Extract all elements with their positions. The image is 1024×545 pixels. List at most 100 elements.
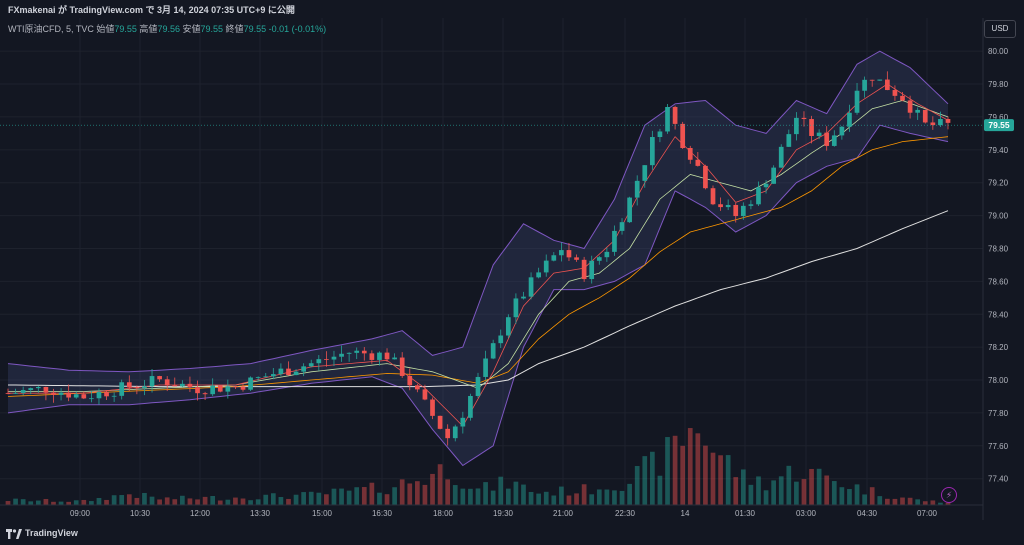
candle-body — [346, 352, 352, 354]
volume-bar — [324, 494, 329, 505]
candle-body — [718, 204, 723, 208]
volume-bar — [847, 489, 852, 505]
candle-body — [13, 392, 18, 394]
volume-bar — [831, 481, 837, 505]
bollinger-lower-line — [7, 124, 949, 467]
volume-bar — [331, 488, 337, 505]
volume-bar — [51, 501, 56, 505]
volume-bar — [740, 469, 746, 505]
volume-bar — [460, 488, 466, 505]
candle-body — [703, 165, 708, 189]
candle-body — [5, 393, 11, 394]
volume-bar — [657, 475, 663, 505]
candle-body — [308, 363, 314, 367]
volume-bar — [498, 476, 504, 505]
volume-bar — [528, 491, 534, 505]
volume-bar — [900, 497, 905, 505]
volume-bar — [642, 456, 648, 505]
lightning-icon[interactable]: ⚡ — [941, 487, 957, 503]
candle-body — [566, 250, 572, 258]
volume-bar — [339, 488, 344, 505]
volume-bar — [452, 485, 458, 505]
candle-body — [801, 117, 807, 120]
y-tick-label: 79.60 — [988, 113, 1009, 122]
candle-body — [111, 395, 117, 397]
tradingview-logo: TradingView — [6, 528, 78, 539]
volume-bar — [89, 501, 94, 505]
candle-body — [331, 356, 337, 360]
volume-bar — [415, 481, 420, 505]
volume-bar — [430, 473, 435, 505]
candle-body — [907, 100, 913, 113]
volume-bar — [854, 484, 860, 505]
candle-body — [748, 204, 754, 206]
candle-body — [680, 123, 686, 148]
volume-bar — [308, 491, 314, 505]
candle-body — [839, 126, 845, 136]
volume-bar — [869, 487, 875, 505]
volume-bar — [619, 490, 625, 505]
volume-bar — [687, 428, 693, 505]
candle-body — [225, 386, 231, 392]
candle-body — [445, 428, 451, 439]
volume-bar — [187, 498, 193, 505]
candle-body — [377, 352, 382, 360]
candle-body — [164, 379, 170, 386]
publish-header: FXmakenai が TradingView.com で 3月 14, 202… — [0, 0, 1024, 18]
candle-body — [809, 119, 814, 136]
candle-body — [945, 118, 951, 123]
candle-body — [270, 374, 276, 377]
y-tick-label: 78.20 — [988, 343, 1009, 352]
candle-body — [483, 358, 488, 377]
candle-body — [142, 386, 147, 389]
currency-button[interactable]: USD — [984, 20, 1016, 38]
volume-bar — [5, 501, 11, 505]
x-tick-label: 09:00 — [70, 509, 91, 518]
candle-body — [740, 205, 746, 217]
volume-bar — [862, 494, 867, 505]
close-label: 終値 — [225, 24, 244, 34]
candle-body — [452, 426, 458, 439]
candle-body — [581, 259, 587, 280]
candle-body — [43, 386, 49, 393]
volume-bar — [543, 491, 549, 505]
x-tick-label: 18:00 — [433, 509, 454, 518]
candle-body — [407, 375, 413, 386]
ma-fast-line — [8, 83, 949, 427]
candle-body — [612, 230, 617, 252]
y-tick-label: 78.00 — [988, 376, 1009, 385]
volume-bar — [73, 500, 79, 505]
candle-body — [915, 109, 921, 113]
volume-bar — [263, 494, 269, 505]
candle-body — [233, 386, 238, 388]
volume-bar — [468, 488, 473, 505]
volume-bar — [672, 435, 678, 505]
candle-body — [58, 392, 64, 395]
volume-bar — [786, 465, 792, 505]
candle-body — [384, 352, 390, 360]
candle-body — [81, 394, 87, 399]
symbol-label[interactable]: WTI原油CFD, 5, TVC — [8, 24, 94, 34]
volume-bar — [559, 486, 564, 505]
x-tick-label: 15:00 — [312, 509, 333, 518]
x-tick-label: 03:00 — [796, 509, 817, 518]
candle-body — [195, 387, 200, 394]
y-tick-label: 80.00 — [988, 47, 1009, 56]
price-axis[interactable]: 80.00 79.80 79.60 79.40 79.20 79.00 78.80 78.60… — [988, 47, 1009, 484]
high-label: 高値 — [139, 24, 158, 34]
x-tick-label: 19:30 — [493, 509, 514, 518]
publish-line: FXmakenai が TradingView.com で 3月 14, 202… — [8, 5, 295, 15]
candle-body — [430, 399, 435, 416]
volume-bar — [301, 492, 306, 505]
time-axis[interactable]: 09:00 10:30 12:00 13:30 15:00 16:30 18:00 19:30… — [70, 509, 938, 518]
x-tick-label: 13:30 — [250, 509, 271, 518]
ohlc-legend: WTI原油CFD, 5, TVC 始値79.55 高値79.56 安値79.55… — [8, 22, 326, 35]
open-value: 79.55 — [114, 24, 137, 34]
candle-body — [460, 417, 466, 427]
candle-body — [240, 386, 246, 390]
volume-bar — [915, 499, 921, 505]
volume-bar — [293, 494, 299, 505]
x-tick-label: 07:00 — [917, 509, 938, 518]
candle-body — [574, 257, 579, 260]
